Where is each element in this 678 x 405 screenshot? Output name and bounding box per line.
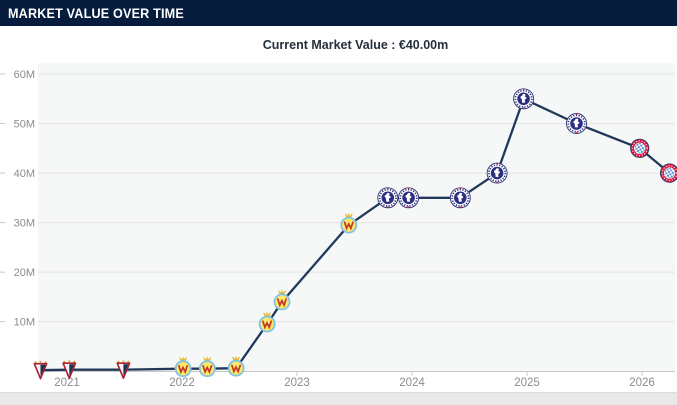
crown-dot — [235, 356, 237, 359]
crest-lion — [573, 118, 580, 128]
bayern-crest-icon[interactable] — [630, 138, 650, 158]
crown-dot — [238, 356, 240, 359]
crest-lion — [384, 192, 391, 202]
crown-dot — [185, 357, 187, 359]
crest-dot — [575, 113, 578, 115]
chelsea-crest-icon[interactable] — [398, 187, 420, 209]
crown-dot — [278, 290, 280, 293]
crown-dot — [203, 357, 206, 359]
crown-dot — [44, 361, 47, 364]
crest-monogram — [231, 364, 242, 374]
plot-area — [38, 63, 675, 372]
crest-dot — [522, 107, 525, 109]
crest-shield-half — [123, 364, 129, 377]
crown-dot — [179, 357, 181, 359]
x-axis: 2021 2022 2023 2024 2025 2026 — [38, 371, 675, 389]
crown-dot — [345, 213, 347, 216]
crest-dot — [407, 187, 410, 190]
chelsea-crest-icon[interactable] — [566, 113, 587, 134]
crest-ring-text — [488, 164, 507, 183]
villarreal-crest-icon[interactable] — [227, 356, 245, 377]
y-axis-label: 60M — [14, 69, 35, 81]
crown-dot — [232, 356, 234, 359]
crest-monogram — [343, 221, 354, 231]
villarreal-crest-icon[interactable] — [340, 213, 358, 234]
x-axis-label: 2026 — [629, 377, 655, 389]
crown-dot — [122, 360, 125, 363]
mirandes-crest-icon[interactable] — [62, 360, 77, 380]
x-axis-label: 2023 — [284, 377, 310, 389]
chelsea-crest-icon[interactable] — [486, 162, 508, 184]
crown-dot — [127, 360, 130, 363]
crest-lion — [520, 93, 527, 103]
x-axis-label: 2021 — [54, 377, 80, 389]
y-axis-label: 10M — [14, 317, 35, 329]
crest-ring-text — [451, 188, 470, 207]
current-market-value-label: Current Market Value : €40.00m — [262, 38, 449, 52]
villarreal-crest-icon[interactable] — [174, 357, 192, 378]
crest-ring-text — [399, 188, 418, 207]
crown-dot — [348, 213, 350, 216]
crest-dot — [496, 181, 498, 184]
y-axis: 10M 20M 30M 40M 50M 60M — [0, 69, 675, 329]
section-title: MARKET VALUE OVER TIME — [8, 5, 184, 21]
x-axis-label: 2022 — [169, 377, 195, 389]
crown-dot — [117, 360, 120, 363]
crest-dot — [522, 88, 525, 91]
y-axis-label: 40M — [14, 168, 35, 180]
mirandes-crest-icon[interactable] — [116, 360, 131, 380]
bayern-crest-icon[interactable] — [660, 163, 678, 183]
crest-monogram — [202, 365, 213, 375]
crest-dot — [407, 206, 410, 208]
section-header: MARKET VALUE OVER TIME — [0, 0, 677, 26]
crest-shield-half — [69, 364, 75, 377]
crown-dot — [209, 357, 212, 359]
crest-monogram — [262, 320, 273, 330]
crest-dot — [387, 206, 389, 208]
crown-dot — [206, 357, 209, 359]
crown-dot — [281, 290, 283, 292]
crown-dot — [63, 360, 66, 363]
crest-ring-text — [378, 188, 397, 207]
y-axis-label: 20M — [14, 267, 35, 279]
crest-monogram — [178, 365, 189, 375]
crest-dot — [575, 132, 578, 134]
crown-dot — [34, 361, 37, 364]
crest-shield-half — [40, 364, 46, 377]
crown-dot — [263, 312, 265, 315]
crest-dot — [387, 187, 389, 190]
y-axis-label: 50M — [14, 119, 35, 131]
crest-ring-text — [631, 140, 648, 157]
y-axis-label: 30M — [14, 218, 35, 230]
crest-ring-text — [567, 114, 586, 133]
crest-dot — [459, 187, 462, 190]
crest-lion — [493, 168, 500, 177]
villarreal-crest-icon[interactable] — [273, 290, 291, 311]
crown-dot — [351, 213, 353, 216]
chelsea-crest-icon[interactable] — [377, 187, 399, 209]
crest-lion — [405, 192, 412, 202]
crown-dot — [269, 312, 271, 315]
crown-dot — [73, 360, 76, 363]
crown-dot — [68, 360, 71, 363]
mirandes-crest-icon[interactable] — [33, 360, 48, 380]
chelsea-crest-icon[interactable] — [513, 88, 535, 110]
villarreal-crest-icon[interactable] — [198, 357, 216, 378]
x-axis-label: 2024 — [399, 377, 425, 389]
crown-dot — [266, 312, 268, 315]
crown-dot — [284, 290, 286, 293]
crest-monogram — [276, 298, 287, 308]
villarreal-crest-icon[interactable] — [258, 312, 276, 333]
crown-dot — [39, 360, 42, 363]
crest-dot — [459, 206, 462, 208]
crest-lion — [457, 192, 464, 202]
page-bottom-strip — [0, 392, 677, 405]
crest-ring-text — [514, 89, 533, 108]
crown-dot — [182, 357, 184, 359]
x-axis-label: 2025 — [514, 377, 540, 389]
crest-dot — [496, 163, 498, 165]
chelsea-crest-icon[interactable] — [449, 187, 471, 209]
